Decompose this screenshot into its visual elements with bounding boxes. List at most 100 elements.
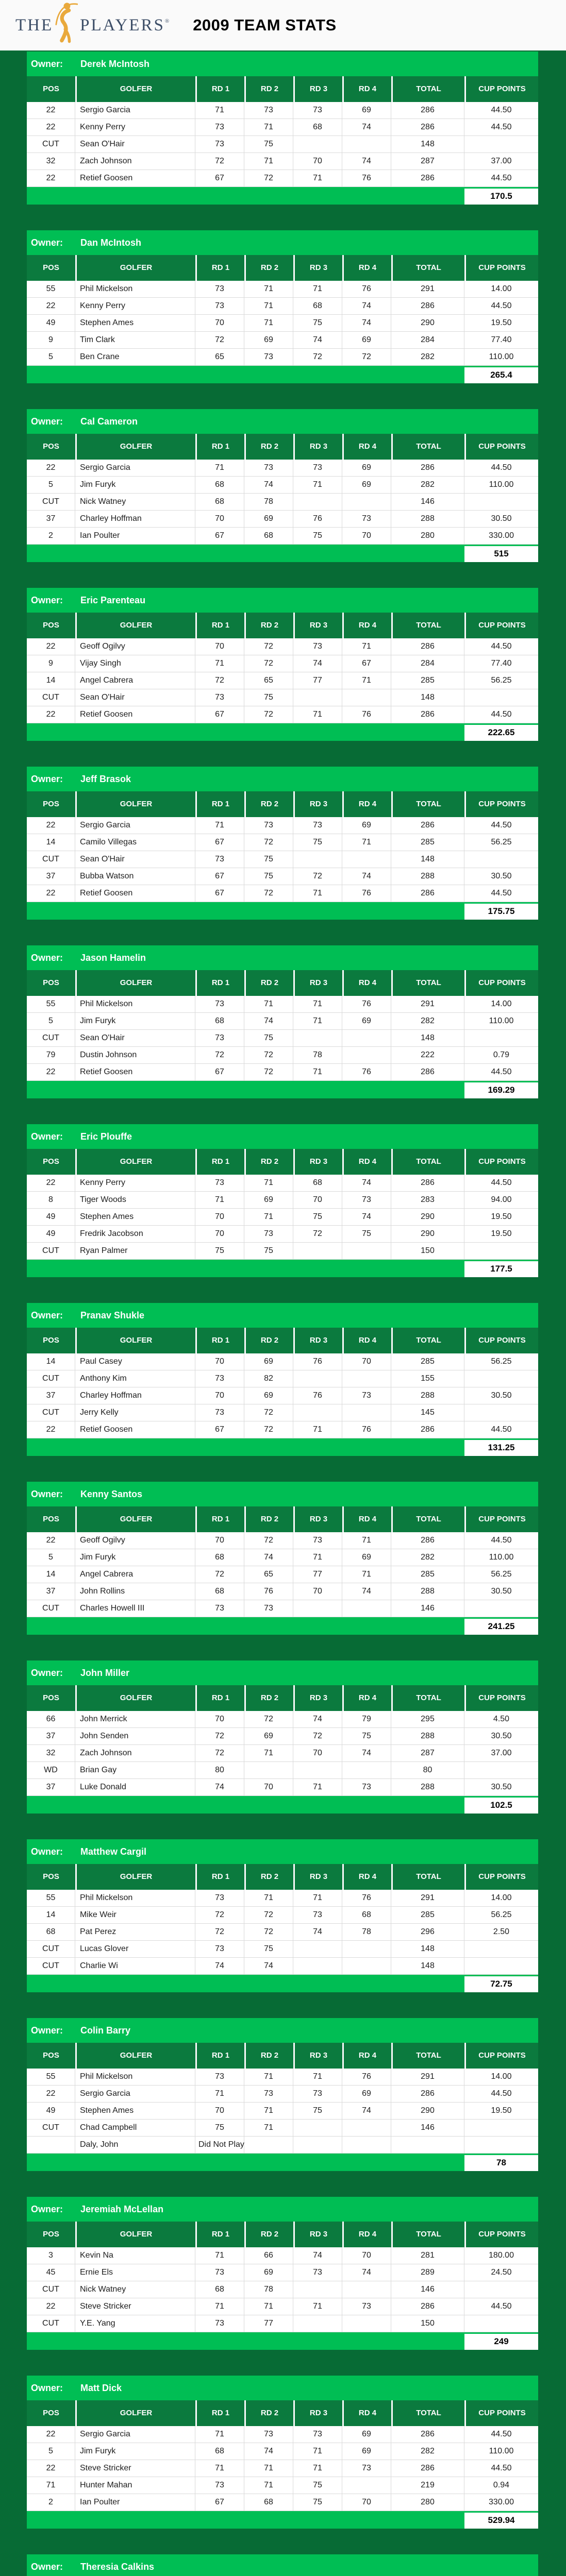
pos-cell: 9 <box>27 655 75 672</box>
rd3-cell: 75 <box>293 2477 342 2494</box>
column-header: TOTAL <box>391 613 464 638</box>
rd2-cell: 74 <box>244 2443 293 2460</box>
table-row: 32 Zach Johnson 72 71 70 74 287 37.00 <box>27 1745 538 1762</box>
cup-points-cell: 0.79 <box>464 1047 538 1064</box>
owner-bar: Owner: Jeff Brasok <box>27 767 538 791</box>
rd4-cell <box>342 1404 391 1421</box>
column-header: RD 1 <box>195 970 244 996</box>
cup-points-cell: 56.25 <box>464 834 538 851</box>
table-row: CUT Nick Watney 68 78 146 <box>27 2281 538 2298</box>
golfer-cell: Bubba Watson <box>75 868 195 885</box>
rd2-cell: 77 <box>244 2315 293 2332</box>
table-row: CUT Ryan Palmer 75 75 150 <box>27 1243 538 1260</box>
total-cell: 286 <box>391 1064 464 1081</box>
rd2-cell: 74 <box>244 1013 293 1030</box>
table-row: 22 Sergio Garcia 71 73 73 69 286 44.50 <box>27 102 538 119</box>
cup-points-cell: 44.50 <box>464 1421 538 1438</box>
table-row: CUT Sean O'Hair 73 75 148 <box>27 1030 538 1047</box>
golfer-cell: Geoff Ogilvy <box>75 638 195 655</box>
golfer-cell: Charley Hoffman <box>75 1387 195 1404</box>
column-header: POS <box>27 76 75 102</box>
logo-text-players: PLAYERS <box>80 15 165 35</box>
rd2-cell: 71 <box>244 153 293 170</box>
owner-label: Owner: <box>31 595 63 605</box>
table-row: 5 Jim Furyk 68 74 71 69 282 110.00 <box>27 1549 538 1566</box>
team-table: Owner: Jeff Brasok POS GOLFER RD 1 RD 2 RD 3… <box>27 767 538 920</box>
golfer-cell: Ian Poulter <box>75 2494 195 2511</box>
rd3-cell: 75 <box>293 315 342 332</box>
rd3-cell: 71 <box>293 170 342 187</box>
column-header: RD 2 <box>244 1328 293 1353</box>
rd1-cell: 67 <box>195 170 244 187</box>
table-body: 22 Sergio Garcia 71 73 73 69 286 44.50 22 Kenny P… <box>27 102 538 187</box>
rd3-cell: 74 <box>293 1924 342 1941</box>
owner-label: Owner: <box>31 1667 63 1678</box>
cup-points-cell: 30.50 <box>464 1779 538 1796</box>
rd4-cell: 70 <box>342 2494 391 2511</box>
team-total-row: 529.94 <box>27 2511 538 2529</box>
owner-bar: Owner: Pranav Shukle <box>27 1303 538 1328</box>
rd3-cell: 73 <box>293 2426 342 2443</box>
column-header: RD 3 <box>293 2400 342 2426</box>
table-row: 49 Stephen Ames 70 71 75 74 290 19.50 <box>27 1209 538 1226</box>
rd3-cell: 73 <box>293 817 342 834</box>
rd2-cell: 69 <box>244 1387 293 1404</box>
rd3-cell <box>293 1243 342 1260</box>
golfer-cell: Sergio Garcia <box>75 460 195 477</box>
rd3-cell: 71 <box>293 1890 342 1907</box>
pos-cell: 22 <box>27 1175 75 1192</box>
rd2-cell: 65 <box>244 1566 293 1583</box>
total-cell: 286 <box>391 885 464 902</box>
column-header: RD 3 <box>293 1328 342 1353</box>
total-bar <box>27 1617 464 1635</box>
total-cell: 286 <box>391 2426 464 2443</box>
column-header: RD 4 <box>342 2222 391 2247</box>
table-row: 55 Phil Mickelson 73 71 71 76 291 14.00 <box>27 2069 538 2086</box>
golfer-cell: Jim Furyk <box>75 477 195 494</box>
rd3-cell: 73 <box>293 2264 342 2281</box>
column-header: RD 3 <box>293 1149 342 1175</box>
pos-cell: 5 <box>27 1549 75 1566</box>
golfer-cell: Ian Poulter <box>75 528 195 545</box>
rd3-cell: 71 <box>293 2298 342 2315</box>
cup-points-cell <box>464 1762 538 1779</box>
rd4-cell: 74 <box>342 1583 391 1600</box>
column-header: RD 1 <box>195 791 244 817</box>
pos-cell: CUT <box>27 2120 75 2137</box>
rd4-cell: 69 <box>342 102 391 119</box>
pos-cell: 14 <box>27 672 75 689</box>
golfer-cell: Zach Johnson <box>75 1745 195 1762</box>
team-total-value: 529.94 <box>464 2511 538 2529</box>
rd4-cell <box>342 2281 391 2298</box>
rd1-cell: 73 <box>195 136 244 153</box>
rd2-cell: 70 <box>244 1779 293 1796</box>
pos-cell: 22 <box>27 1532 75 1549</box>
cup-points-cell: 110.00 <box>464 349 538 366</box>
table-row: 49 Stephen Ames 70 71 75 74 290 19.50 <box>27 315 538 332</box>
golfer-cell: Jerry Kelly <box>75 1404 195 1421</box>
total-cell: 150 <box>391 2315 464 2332</box>
cup-points-cell: 44.50 <box>464 460 538 477</box>
rd4-cell: 73 <box>342 2460 391 2477</box>
cup-points-cell: 19.50 <box>464 1226 538 1243</box>
table-row: CUT Nick Watney 68 78 146 <box>27 494 538 511</box>
rd4-cell: 69 <box>342 2443 391 2460</box>
table-row: 3 Kevin Na 71 66 74 70 281 180.00 <box>27 2247 538 2264</box>
table-row: 55 Phil Mickelson 73 71 71 76 291 14.00 <box>27 1890 538 1907</box>
column-header: RD 2 <box>244 2043 293 2069</box>
team-total-value: 515 <box>464 545 538 562</box>
golfer-cell: Stephen Ames <box>75 315 195 332</box>
rd1-cell: 72 <box>195 1907 244 1924</box>
team-table: Owner: Matt Dick POS GOLFER RD 1 RD 2 RD 3 RD… <box>27 2376 538 2529</box>
table-row: CUT Sean O'Hair 73 75 148 <box>27 851 538 868</box>
column-header: RD 3 <box>293 970 342 996</box>
pos-cell: 66 <box>27 1711 75 1728</box>
cup-points-cell <box>464 2120 538 2137</box>
table-body: 22 Sergio Garcia 71 73 73 69 286 44.50 5 Jim Fury… <box>27 460 538 545</box>
column-header: TOTAL <box>391 791 464 817</box>
rd1-cell: 68 <box>195 477 244 494</box>
golfer-cell: Kenny Perry <box>75 298 195 315</box>
pos-cell: WD <box>27 1762 75 1779</box>
pos-cell: 5 <box>27 1013 75 1030</box>
